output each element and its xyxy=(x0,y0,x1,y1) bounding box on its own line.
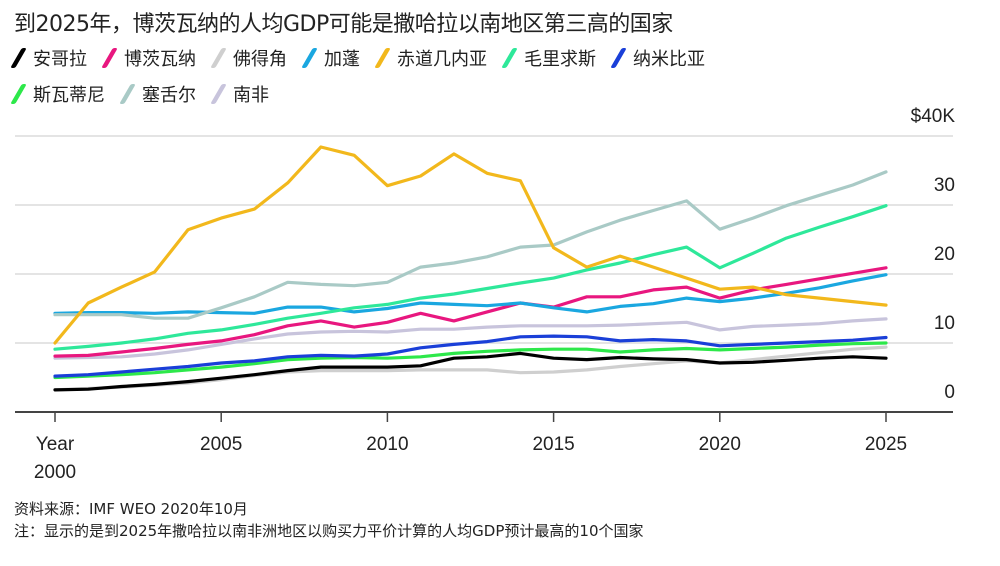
legend-label: 南非 xyxy=(233,85,269,106)
x-tick-label: Year 2000 xyxy=(34,434,76,483)
legend-item: 加蓬 xyxy=(301,46,360,70)
x-tick-label: 2010 xyxy=(366,434,408,455)
legend-item: 塞舌尔 xyxy=(119,82,196,106)
x-tick-label: 2020 xyxy=(699,434,741,455)
explanatory-note: 注：显示的是到2025年撒哈拉以南非洲地区以购买力平价计算的人均GDP预计最高的… xyxy=(14,522,644,540)
x-tick-label: 2015 xyxy=(532,434,574,455)
legend-item: 斯瓦蒂尼 xyxy=(10,82,105,106)
legend-label: 毛里求斯 xyxy=(524,49,596,70)
legend-item: 佛得角 xyxy=(210,46,287,70)
legend-label: 塞舌尔 xyxy=(142,85,196,106)
chart-title: 到2025年，博茨瓦纳的人均GDP可能是撒哈拉以南地区第三高的国家 xyxy=(14,12,673,37)
y-tick-label: 20 xyxy=(934,244,955,265)
series-line-2 xyxy=(53,266,888,358)
legend-label: 加蓬 xyxy=(324,49,360,70)
y-tick-label: 10 xyxy=(934,313,955,334)
legend-label: 纳米比亚 xyxy=(633,49,705,70)
series-line-9 xyxy=(53,170,888,320)
series-line-8 xyxy=(53,341,888,380)
x-tick-label: 2005 xyxy=(200,434,242,455)
x-tick-label: 2025 xyxy=(865,434,907,455)
legend-label: 安哥拉 xyxy=(33,49,87,70)
y-tick-label: 0 xyxy=(944,382,955,403)
source-note: 资料来源：IMF WEO 2020年10月 xyxy=(14,500,248,518)
legend-item: 毛里求斯 xyxy=(501,46,596,70)
legend-item: 南非 xyxy=(210,82,269,106)
series-line-5 xyxy=(53,145,888,345)
legend-label: 斯瓦蒂尼 xyxy=(33,85,105,106)
legend-item: 博茨瓦纳 xyxy=(101,46,196,70)
legend-item: 纳米比亚 xyxy=(610,46,705,70)
legend: 安哥拉 博茨瓦纳 佛得角 加蓬 赤道几内亚 毛里求斯 纳米比亚斯瓦蒂尼 塞舌尔 南非 xyxy=(10,46,896,106)
footnotes: 资料来源：IMF WEO 2020年10月 注：显示的是到2025年撒哈拉以南非… xyxy=(14,498,643,542)
series-line-1 xyxy=(53,351,888,392)
series-line-10 xyxy=(53,317,888,360)
legend-item: 安哥拉 xyxy=(10,46,87,70)
legend-label: 佛得角 xyxy=(233,49,287,70)
series-line-6 xyxy=(53,204,888,351)
series-line-4 xyxy=(53,273,888,315)
legend-item: 赤道几内亚 xyxy=(374,46,487,70)
y-tick-label: 30 xyxy=(934,175,955,196)
legend-label: 赤道几内亚 xyxy=(397,49,487,70)
y-tick-label: $40K xyxy=(911,106,956,127)
legend-label: 博茨瓦纳 xyxy=(124,49,196,70)
series-line-7 xyxy=(53,334,888,378)
